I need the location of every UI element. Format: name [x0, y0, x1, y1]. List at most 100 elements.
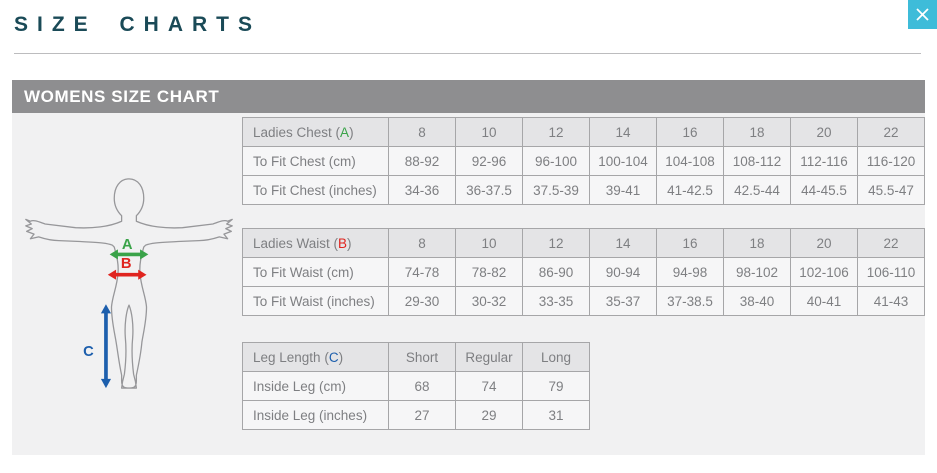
table-row: To Fit Chest (inches) 34-36 36-37.5 37.5-39… — [242, 175, 925, 205]
measure-marker-C: C — [328, 349, 339, 365]
table-row: To Fit Waist (cm) 74-78 78-82 86-90 90-94 94-… — [242, 257, 925, 287]
size-value-cell: 44-45.5 — [790, 175, 858, 205]
womens-size-chart-panel: WOMENS SIZE CHART A B C La — [12, 80, 925, 455]
size-column-header: 14 — [589, 228, 657, 258]
table-header-label: Leg Length (C) — [242, 342, 389, 372]
size-value-cell: 45.5-47 — [857, 175, 925, 205]
size-value-cell: 37.5-39 — [522, 175, 590, 205]
size-value-cell: 30-32 — [455, 286, 523, 316]
close-icon — [916, 8, 929, 21]
leg-arrowhead-bottom — [100, 378, 112, 389]
size-value-cell: 37-38.5 — [656, 286, 724, 316]
size-value-cell: 27 — [388, 400, 456, 430]
size-column-header: Regular — [455, 342, 523, 372]
size-value-cell: 39-41 — [589, 175, 657, 205]
size-value-cell: 41-43 — [857, 286, 925, 316]
measure-marker-A: A — [340, 124, 350, 140]
row-label: Inside Leg (inches) — [242, 400, 389, 430]
leg-length-table-container: Leg Length (C) Short Regular Long Inside Leg… — [242, 342, 590, 430]
size-value-cell: 74-78 — [388, 257, 456, 287]
row-label: To Fit Chest (inches) — [242, 175, 389, 205]
size-value-cell: 90-94 — [589, 257, 657, 287]
size-value-cell: 74 — [455, 371, 523, 401]
chest-marker-label: A — [122, 237, 133, 253]
row-label: To Fit Waist (inches) — [242, 286, 389, 316]
leg-arrowhead-top — [100, 304, 112, 314]
table-header-row: Ladies Chest (A) 8 10 12 14 16 18 20 22 — [242, 117, 925, 147]
body-measurement-figure: A B C — [23, 170, 235, 396]
table-row: To Fit Chest (cm) 88-92 92-96 96-100 100-104… — [242, 146, 925, 176]
chest-arrowhead-left — [109, 249, 118, 260]
size-value-cell: 102-106 — [790, 257, 858, 287]
header-divider — [14, 53, 921, 54]
size-value-cell: 42.5-44 — [723, 175, 791, 205]
waist-size-table-container: Ladies Waist (B) 8 10 12 14 16 18 20 22 To Fit Wa… — [242, 228, 925, 316]
size-value-cell: 86-90 — [522, 257, 590, 287]
measure-marker-B: B — [338, 235, 348, 251]
size-value-cell: 92-96 — [455, 146, 523, 176]
close-button[interactable] — [908, 0, 937, 29]
size-column-header: 22 — [857, 117, 925, 147]
size-table: Ladies Chest (A) 8 10 12 14 16 18 20 22 To Fit Ch… — [242, 117, 925, 205]
table-row: Inside Leg (cm) 68 74 79 — [242, 371, 590, 401]
size-value-cell: 88-92 — [388, 146, 456, 176]
size-value-cell: 100-104 — [589, 146, 657, 176]
size-column-header: 8 — [388, 117, 456, 147]
size-value-cell: 34-36 — [388, 175, 456, 205]
size-value-cell: 36-37.5 — [455, 175, 523, 205]
body-figure-icon: A B C — [25, 178, 233, 389]
size-column-header: 10 — [455, 117, 523, 147]
page-title: SIZE CHARTS — [14, 13, 262, 36]
waist-arrowhead-right — [138, 269, 147, 280]
table-header-row: Leg Length (C) Short Regular Long — [242, 342, 590, 372]
size-column-header: 16 — [656, 228, 724, 258]
chest-size-table-container: Ladies Chest (A) 8 10 12 14 16 18 20 22 To Fit Ch… — [242, 117, 925, 205]
size-value-cell: 98-102 — [723, 257, 791, 287]
size-value-cell: 108-112 — [723, 146, 791, 176]
size-column-header: 14 — [589, 117, 657, 147]
size-column-header: 22 — [857, 228, 925, 258]
table-row: To Fit Waist (inches) 29-30 30-32 33-35 35-3… — [242, 286, 925, 316]
size-value-cell: 41-42.5 — [656, 175, 724, 205]
panel-heading: WOMENS SIZE CHART — [12, 80, 925, 113]
size-value-cell: 106-110 — [857, 257, 925, 287]
chest-arrowhead-right — [140, 249, 149, 260]
size-column-header: 18 — [723, 117, 791, 147]
size-column-header: 20 — [790, 117, 858, 147]
row-label: To Fit Waist (cm) — [242, 257, 389, 287]
size-value-cell: 35-37 — [589, 286, 657, 316]
size-column-header: 18 — [723, 228, 791, 258]
size-column-header: Short — [388, 342, 456, 372]
size-table: Ladies Waist (B) 8 10 12 14 16 18 20 22 To Fit Wa… — [242, 228, 925, 316]
size-value-cell: 104-108 — [656, 146, 724, 176]
size-column-header: 16 — [656, 117, 724, 147]
size-value-cell: 79 — [522, 371, 590, 401]
row-label: To Fit Chest (cm) — [242, 146, 389, 176]
size-value-cell: 68 — [388, 371, 456, 401]
size-column-header: 20 — [790, 228, 858, 258]
size-value-cell: 33-35 — [522, 286, 590, 316]
size-table: Leg Length (C) Short Regular Long Inside Leg… — [242, 342, 590, 430]
size-column-header: 8 — [388, 228, 456, 258]
size-value-cell: 116-120 — [857, 146, 925, 176]
size-column-header: 12 — [522, 117, 590, 147]
size-column-header: 12 — [522, 228, 590, 258]
size-value-cell: 29 — [455, 400, 523, 430]
table-header-label: Ladies Waist (B) — [242, 228, 389, 258]
size-value-cell: 94-98 — [656, 257, 724, 287]
size-value-cell: 31 — [522, 400, 590, 430]
table-header-label: Ladies Chest (A) — [242, 117, 389, 147]
leg-marker-label: C — [83, 344, 94, 360]
size-value-cell: 78-82 — [455, 257, 523, 287]
size-value-cell: 38-40 — [723, 286, 791, 316]
size-value-cell: 29-30 — [388, 286, 456, 316]
size-value-cell: 96-100 — [522, 146, 590, 176]
table-row: Inside Leg (inches) 27 29 31 — [242, 400, 590, 430]
row-label: Inside Leg (cm) — [242, 371, 389, 401]
size-value-cell: 40-41 — [790, 286, 858, 316]
waist-arrowhead-left — [107, 269, 117, 280]
body-outline — [25, 178, 233, 389]
table-header-row: Ladies Waist (B) 8 10 12 14 16 18 20 22 — [242, 228, 925, 258]
size-value-cell: 112-116 — [790, 146, 858, 176]
